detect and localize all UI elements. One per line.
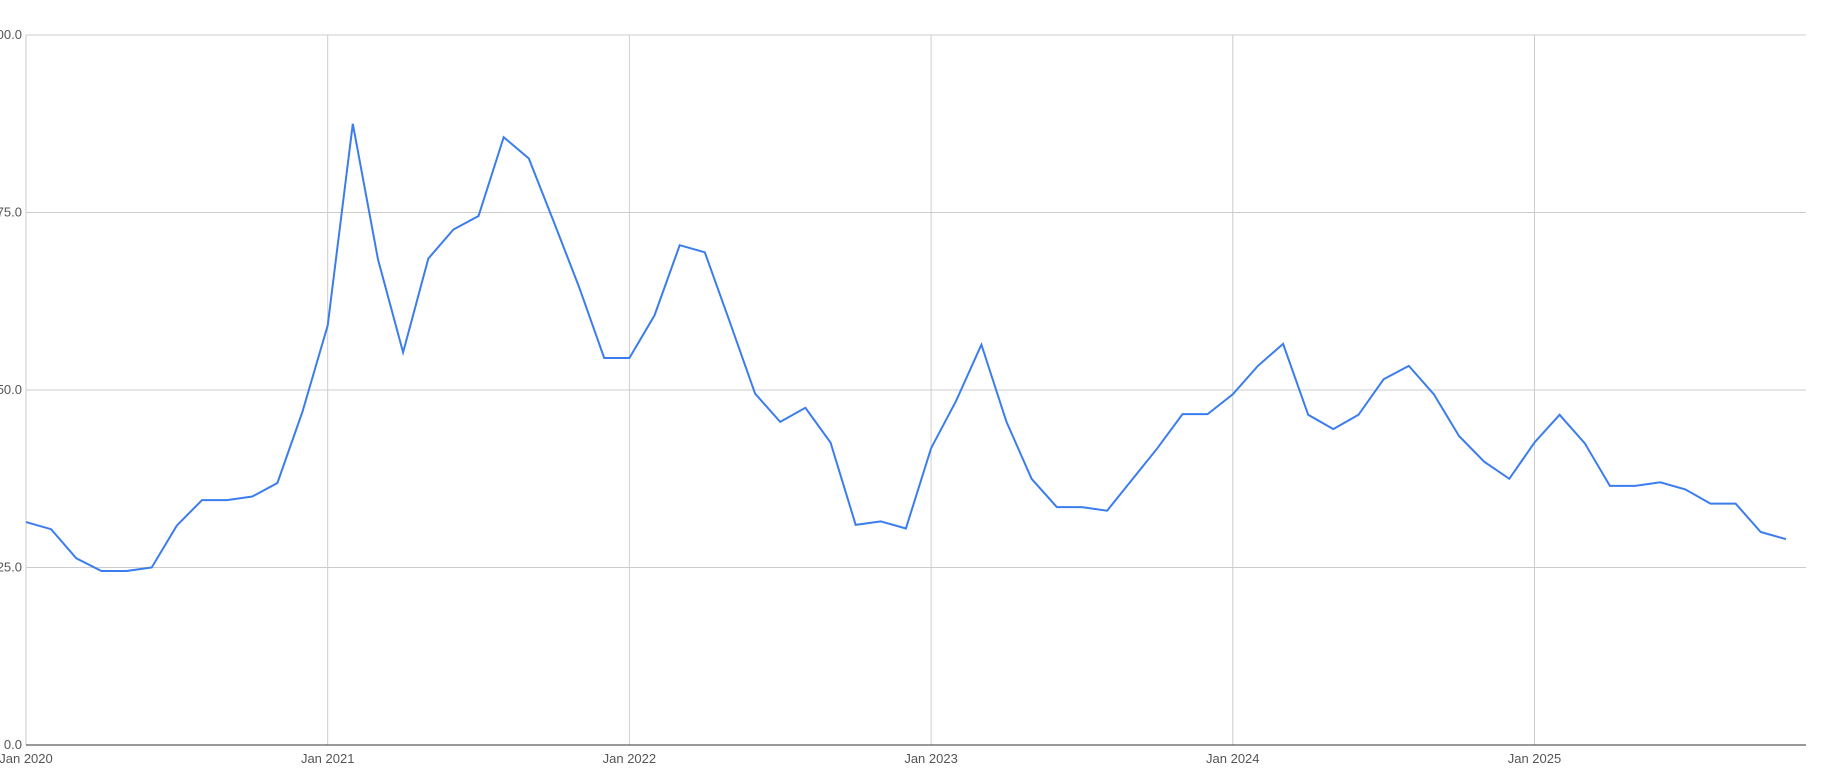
data-point[interactable]: [1104, 508, 1110, 514]
data-point[interactable]: [249, 494, 255, 500]
data-point[interactable]: [1406, 363, 1412, 369]
y-tick-label: 25.0: [0, 560, 22, 575]
data-point[interactable]: [1079, 504, 1085, 510]
x-tick-label: Jan 2021: [301, 751, 355, 766]
data-point[interactable]: [903, 525, 909, 531]
x-tick-label: Jan 2022: [603, 751, 657, 766]
data-point[interactable]: [174, 523, 180, 529]
data-point[interactable]: [1230, 391, 1236, 397]
y-tick-label: 100.0: [0, 27, 22, 42]
y-tick-label: 0.0: [4, 737, 22, 752]
data-point[interactable]: [1783, 536, 1789, 542]
data-point[interactable]: [1179, 411, 1185, 417]
x-tick-label: Jan 2020: [0, 751, 53, 766]
data-point[interactable]: [325, 322, 331, 328]
data-point[interactable]: [73, 555, 79, 561]
data-point[interactable]: [1431, 391, 1437, 397]
data-point[interactable]: [274, 480, 280, 486]
gridlines: [25, 34, 1806, 745]
data-point[interactable]: [1004, 419, 1010, 425]
y-tick-label: 50.0: [0, 382, 22, 397]
data-point[interactable]: [149, 565, 155, 571]
data-point[interactable]: [1657, 479, 1663, 485]
data-point[interactable]: [1255, 363, 1261, 369]
data-point[interactable]: [425, 256, 431, 262]
data-point[interactable]: [878, 518, 884, 524]
data-point[interactable]: [224, 497, 230, 503]
data-point[interactable]: [1129, 476, 1135, 482]
y-tick-label: 75.0: [0, 205, 22, 220]
data-point[interactable]: [551, 219, 557, 225]
data-point[interactable]: [953, 398, 959, 404]
x-tick-label: Jan 2023: [904, 751, 958, 766]
data-point[interactable]: [1758, 529, 1764, 535]
data-point[interactable]: [1632, 483, 1638, 489]
data-point[interactable]: [450, 227, 456, 233]
data-point[interactable]: [375, 256, 381, 262]
data-point[interactable]: [1682, 486, 1688, 492]
data-point[interactable]: [501, 134, 507, 140]
data-point[interactable]: [526, 156, 532, 162]
data-point[interactable]: [400, 349, 406, 355]
data-point[interactable]: [752, 391, 758, 397]
data-point[interactable]: [1054, 504, 1060, 510]
data-point[interactable]: [928, 445, 934, 451]
data-point[interactable]: [1154, 445, 1160, 451]
data-point[interactable]: [652, 312, 658, 318]
data-point[interactable]: [626, 355, 632, 361]
data-point[interactable]: [350, 121, 356, 127]
data-point[interactable]: [1456, 433, 1462, 439]
data-point[interactable]: [1481, 459, 1487, 465]
x-axis-ticks: Jan 2020 Jan 2021 Jan 2022 Jan 2023 Jan 2024…: [0, 751, 1561, 766]
data-point[interactable]: [124, 568, 130, 574]
data-point[interactable]: [702, 249, 708, 255]
data-point[interactable]: [677, 242, 683, 248]
data-point[interactable]: [23, 519, 29, 525]
series-line: [25, 123, 1787, 572]
data-point[interactable]: [1205, 411, 1211, 417]
data-point[interactable]: [199, 497, 205, 503]
x-tick-label: Jan 2024: [1206, 751, 1260, 766]
data-point[interactable]: [802, 405, 808, 411]
data-point[interactable]: [777, 419, 783, 425]
data-point[interactable]: [828, 440, 834, 446]
series-group: [23, 121, 1789, 574]
data-point[interactable]: [853, 522, 859, 528]
data-point[interactable]: [1733, 501, 1739, 507]
data-point[interactable]: [1305, 412, 1311, 418]
data-point[interactable]: [98, 568, 104, 574]
data-point[interactable]: [1557, 412, 1563, 418]
x-tick-label: Jan 2025: [1508, 751, 1562, 766]
y-axis-ticks: 0.0 25.0 50.0 75.0 100.0: [0, 27, 22, 752]
data-point[interactable]: [1607, 483, 1613, 489]
data-point[interactable]: [1280, 341, 1286, 347]
data-point[interactable]: [1355, 412, 1361, 418]
data-point[interactable]: [978, 342, 984, 348]
data-point[interactable]: [1506, 476, 1512, 482]
data-point[interactable]: [300, 408, 306, 414]
data-point[interactable]: [1582, 440, 1588, 446]
data-point[interactable]: [1707, 501, 1713, 507]
data-point[interactable]: [576, 284, 582, 290]
data-point[interactable]: [48, 526, 54, 532]
data-point[interactable]: [601, 355, 607, 361]
data-point[interactable]: [1029, 476, 1035, 482]
data-point[interactable]: [727, 320, 733, 326]
data-point[interactable]: [1330, 426, 1336, 432]
data-point[interactable]: [1531, 440, 1537, 446]
data-point[interactable]: [1381, 376, 1387, 382]
data-point[interactable]: [476, 213, 482, 219]
